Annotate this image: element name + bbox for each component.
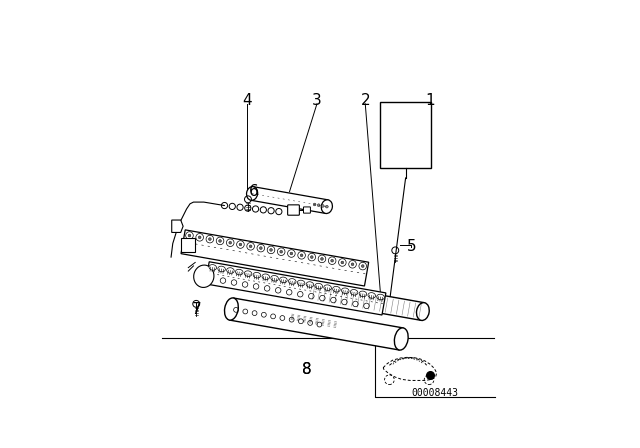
Ellipse shape [227, 268, 234, 273]
Ellipse shape [359, 291, 367, 297]
FancyBboxPatch shape [287, 205, 300, 215]
Ellipse shape [225, 298, 238, 320]
Ellipse shape [280, 277, 287, 283]
Polygon shape [205, 262, 386, 315]
Ellipse shape [306, 282, 314, 287]
Ellipse shape [368, 293, 376, 298]
Ellipse shape [350, 289, 358, 295]
Circle shape [198, 236, 201, 239]
Circle shape [269, 249, 273, 251]
Circle shape [300, 254, 303, 257]
Circle shape [321, 205, 324, 207]
Ellipse shape [305, 283, 317, 301]
Ellipse shape [244, 271, 252, 276]
Ellipse shape [377, 294, 385, 300]
Circle shape [280, 250, 283, 253]
Polygon shape [181, 230, 369, 286]
Text: 7: 7 [191, 302, 201, 317]
Text: 00008443: 00008443 [412, 388, 458, 397]
Circle shape [259, 247, 262, 250]
Ellipse shape [321, 200, 332, 214]
Circle shape [290, 252, 292, 255]
Circle shape [188, 234, 191, 237]
Circle shape [331, 259, 333, 262]
Ellipse shape [315, 283, 323, 289]
Text: 2: 2 [360, 93, 370, 108]
Ellipse shape [209, 265, 216, 270]
Circle shape [326, 205, 328, 208]
Circle shape [351, 263, 354, 266]
Ellipse shape [271, 276, 278, 281]
Polygon shape [172, 220, 183, 233]
Polygon shape [230, 298, 403, 350]
Polygon shape [309, 283, 424, 320]
Polygon shape [251, 187, 328, 213]
Ellipse shape [417, 303, 429, 320]
Bar [181, 238, 195, 252]
Circle shape [317, 204, 320, 207]
Text: 4: 4 [242, 93, 252, 108]
Ellipse shape [236, 269, 243, 275]
Text: 8: 8 [303, 362, 312, 377]
Ellipse shape [342, 288, 349, 293]
Ellipse shape [194, 265, 214, 288]
Circle shape [249, 245, 252, 248]
Text: 1: 1 [425, 93, 435, 108]
Circle shape [313, 203, 316, 206]
Ellipse shape [262, 274, 269, 280]
Text: 6: 6 [249, 184, 259, 199]
Ellipse shape [253, 272, 260, 278]
Bar [380, 102, 431, 168]
Circle shape [229, 241, 232, 244]
Circle shape [310, 256, 313, 258]
Ellipse shape [324, 285, 332, 290]
Ellipse shape [333, 286, 340, 292]
FancyBboxPatch shape [303, 207, 310, 213]
Text: 8: 8 [303, 362, 312, 377]
Ellipse shape [246, 187, 258, 200]
Circle shape [219, 240, 221, 242]
Ellipse shape [218, 266, 225, 272]
Text: 3: 3 [312, 93, 322, 108]
Text: 5: 5 [406, 239, 416, 254]
Circle shape [239, 243, 242, 246]
Circle shape [321, 258, 323, 260]
Circle shape [209, 238, 211, 241]
Circle shape [341, 261, 344, 264]
Ellipse shape [394, 328, 408, 350]
Circle shape [362, 265, 364, 267]
Ellipse shape [298, 280, 305, 286]
Ellipse shape [289, 279, 296, 284]
